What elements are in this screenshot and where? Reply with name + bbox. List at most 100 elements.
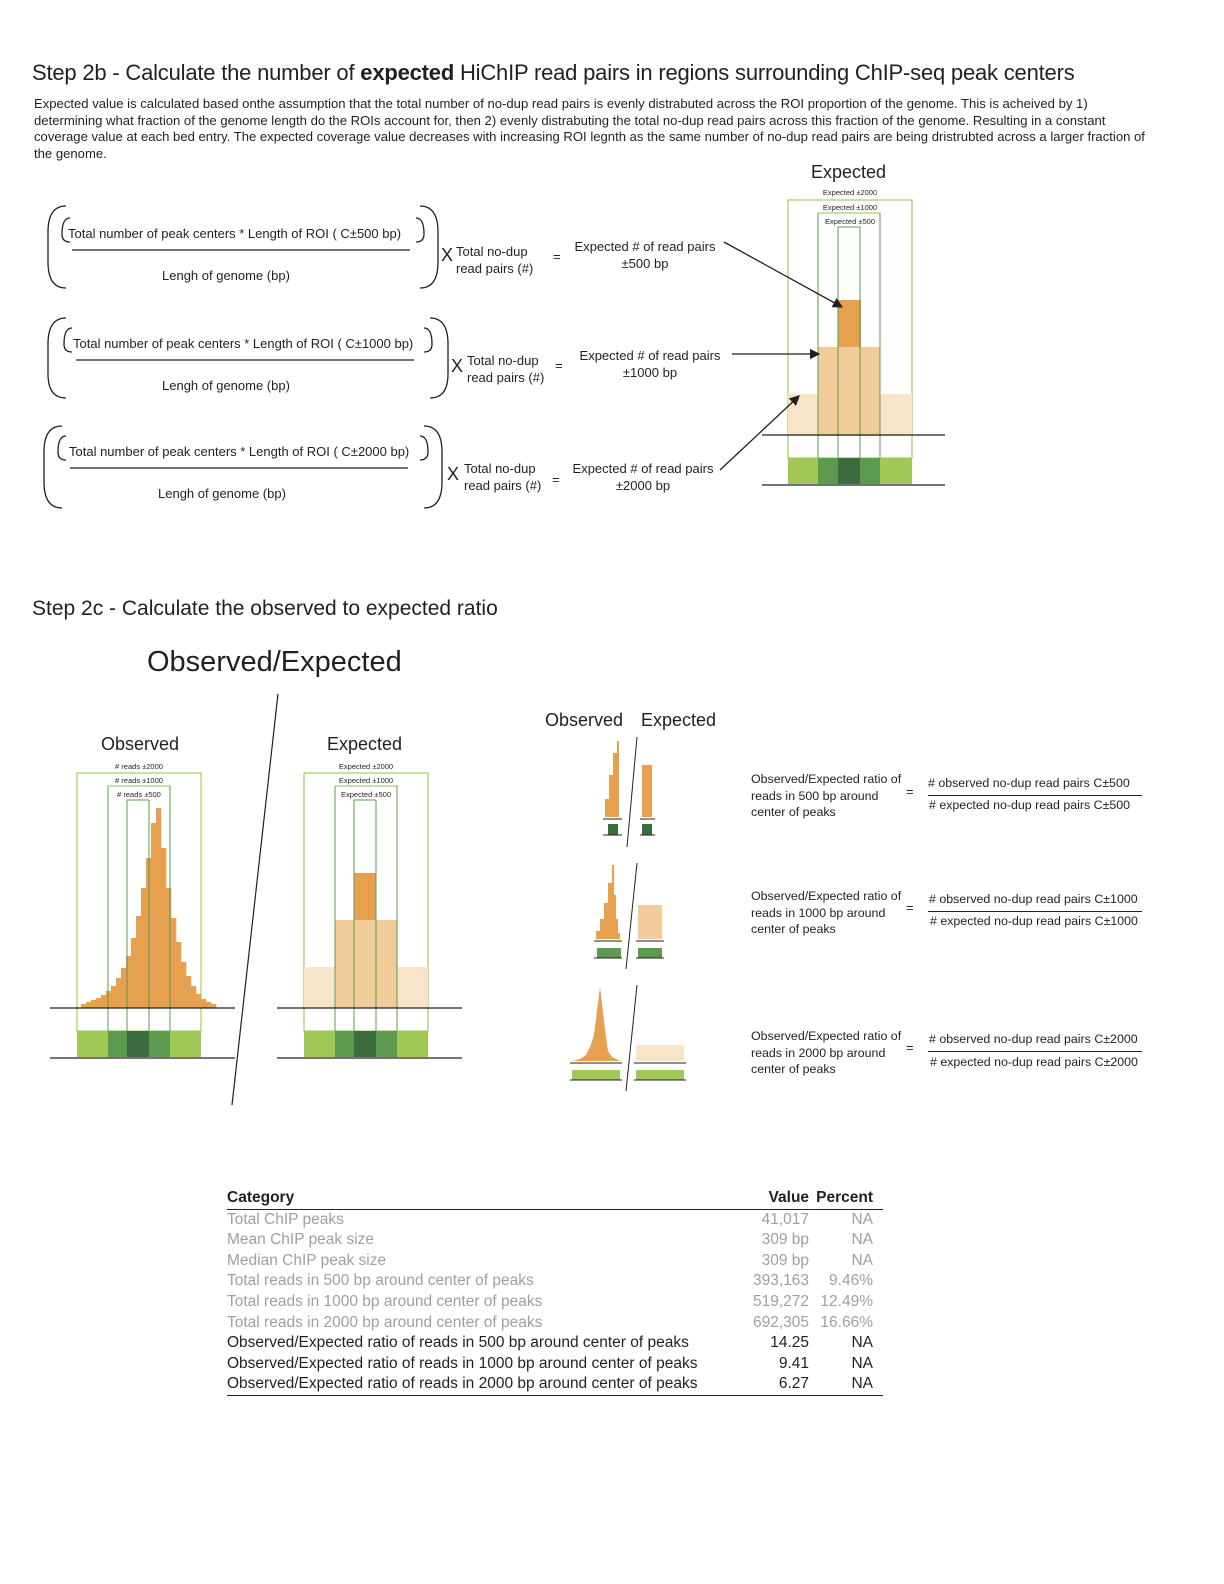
observed-label: Observed xyxy=(101,734,180,754)
header-category: Category xyxy=(227,1188,748,1210)
table-row: Median ChIP peak size 309 bp NA xyxy=(227,1251,883,1272)
observed-histogram-bar xyxy=(206,1002,212,1008)
ratio-1000-equals: = xyxy=(906,900,914,915)
formula-3-result: Expected # of read pairs ±2000 bp xyxy=(572,461,714,493)
expected-window-500: Expected ±500 xyxy=(825,217,875,226)
ratio-2000-numerator: # observed no-dup read pairs C±2000 xyxy=(929,1032,1138,1046)
header-percent: Percent xyxy=(809,1188,883,1210)
ratio-1000-description: Observed/Expected ratio of reads in 1000 … xyxy=(751,889,902,936)
mini-comparisons xyxy=(570,736,686,1092)
observed-histogram-bar xyxy=(166,888,172,1008)
arrow-500 xyxy=(723,241,844,308)
formula-2-total: Total no-dup read pairs (#) xyxy=(467,353,545,385)
table-row: Total ChIP peaks 41,017 NA xyxy=(227,1209,883,1230)
observed-histogram-bar xyxy=(151,823,157,1008)
mini-row-2000 xyxy=(570,984,686,1092)
cell-category: Total reads in 500 bp around center of p… xyxy=(227,1272,534,1290)
observed-histogram-bar xyxy=(91,1000,97,1008)
observed-histogram-bar xyxy=(101,995,107,1008)
cell-percent: NA xyxy=(851,1210,873,1228)
expected-level-1000 xyxy=(818,347,880,436)
formula-3-numerator: Total number of peak centers * Length of… xyxy=(69,444,410,459)
ratio-2000-fraction-bar xyxy=(928,1051,1142,1052)
cell-value: 692,305 xyxy=(753,1313,810,1331)
formula-3-total: Total no-dup read pairs (#) xyxy=(464,461,542,493)
formula-2-equals: = xyxy=(555,358,563,373)
mini-exp-2000 xyxy=(636,1045,684,1061)
formula-1-result: Expected # of read pairs ±500 bp xyxy=(574,239,716,271)
observed-histogram-bar xyxy=(176,942,182,1008)
mini-obs-500 xyxy=(605,741,619,817)
observed-window-2000: # reads ±2000 xyxy=(115,762,163,771)
formula-brackets xyxy=(43,205,449,509)
cell-percent: NA xyxy=(809,1374,883,1396)
observed-histogram-bar xyxy=(201,999,207,1008)
ratio-2000-equals: = xyxy=(906,1040,914,1055)
step2b-title: Step 2b - Calculate the number of expect… xyxy=(32,60,1075,85)
table-row: Observed/Expected ratio of reads in 500 … xyxy=(227,1333,883,1354)
table-row: Mean ChIP peak size 309 bp NA xyxy=(227,1230,883,1251)
expected-2c-window-1000: Expected ±1000 xyxy=(339,776,393,785)
observed-histogram-bar xyxy=(141,888,147,1008)
cell-category: Observed/Expected ratio of reads in 2000… xyxy=(227,1374,748,1396)
ratio-500-equals: = xyxy=(906,784,914,799)
cell-percent: 9.46% xyxy=(829,1272,873,1290)
cell-value: 309 bp xyxy=(761,1251,810,1269)
expected-2c-level-1000 xyxy=(335,920,397,1008)
formula-3-denominator: Lengh of genome (bp) xyxy=(158,486,286,501)
cell-category: Total reads in 2000 bp around center of … xyxy=(227,1313,543,1331)
cell-percent: 12.49% xyxy=(820,1292,873,1310)
observed-histogram-bar xyxy=(111,986,117,1008)
arrow-2000 xyxy=(719,395,800,471)
ratio-1000-denominator: # expected no-dup read pairs C±1000 xyxy=(930,914,1138,928)
cell-category: Observed/Expected ratio of reads in 1000… xyxy=(227,1354,698,1372)
observed-expected-divider xyxy=(231,693,279,1106)
observed-histogram-bar xyxy=(116,978,122,1008)
observed-histogram-bar xyxy=(121,968,127,1008)
observed-histogram-bar xyxy=(171,918,177,1008)
cell-percent: 16.66% xyxy=(820,1313,873,1331)
cell-percent: NA xyxy=(851,1354,873,1372)
formula-2-numerator: Total number of peak centers * Length of… xyxy=(73,336,414,351)
observed-histogram-bar xyxy=(131,938,137,1008)
observed-histogram-bar xyxy=(106,991,112,1008)
ratio-500-numerator: # observed no-dup read pairs C±500 xyxy=(928,776,1130,790)
expected-2c-window-2000: Expected ±2000 xyxy=(339,762,393,771)
expected-window-1000: Expected ±1000 xyxy=(823,203,877,212)
expected-diagram: Expected ±2000 Expected ±1000 Expected ±… xyxy=(762,188,945,486)
mini-obs-2000 xyxy=(572,987,620,1061)
mini-expected-label: Expected xyxy=(641,710,717,730)
formula-1-times: X xyxy=(441,245,454,265)
ratio-500-denominator: # expected no-dup read pairs C±500 xyxy=(929,798,1131,812)
table-row: Observed/Expected ratio of reads in 2000… xyxy=(227,1374,883,1396)
cell-value: 519,272 xyxy=(753,1292,810,1310)
observed-histogram-bar xyxy=(86,1002,92,1008)
ratio-500-description: Observed/Expected ratio of reads in 500 b… xyxy=(751,772,902,819)
observed-histogram-bar xyxy=(136,916,142,1008)
expected-diagram-2c: Expected ±2000 Expected ±1000 Expected ±… xyxy=(277,762,462,1059)
ratio-1000-fraction-bar xyxy=(928,911,1142,912)
formula-1-equals: = xyxy=(553,249,561,264)
expected-window-2000: Expected ±2000 xyxy=(823,188,877,197)
step2c-subtitle: Observed/Expected xyxy=(147,646,402,678)
cell-category: Mean ChIP peak size xyxy=(227,1231,375,1249)
mini-row-1000 xyxy=(594,862,664,970)
observed-histogram-bar xyxy=(156,808,162,1008)
cell-percent: NA xyxy=(851,1251,873,1269)
observed-histogram-bar xyxy=(211,1004,217,1008)
mini-exp-1000 xyxy=(638,905,662,939)
formula-1-numerator: Total number of peak centers * Length of… xyxy=(68,226,402,241)
observed-histogram-bar xyxy=(181,962,187,1008)
formula-1-total: Total no-dup read pairs (#) xyxy=(456,244,534,276)
formula-2-result: Expected # of read pairs ±1000 bp xyxy=(579,348,721,380)
ratio-500-fraction-bar xyxy=(928,795,1142,796)
expected-2c-window-500: Expected ±500 xyxy=(341,790,391,799)
mini-observed-label: Observed xyxy=(545,710,624,730)
observed-histogram-bar xyxy=(96,998,102,1008)
table-row: Observed/Expected ratio of reads in 1000… xyxy=(227,1354,883,1375)
mini-exp-500 xyxy=(642,765,652,817)
expected-diagram-label: Expected xyxy=(811,162,887,182)
formula-2-denominator: Lengh of genome (bp) xyxy=(162,378,290,393)
cell-value: 393,163 xyxy=(753,1272,810,1290)
ratio-2000-denominator: # expected no-dup read pairs C±2000 xyxy=(930,1055,1138,1069)
